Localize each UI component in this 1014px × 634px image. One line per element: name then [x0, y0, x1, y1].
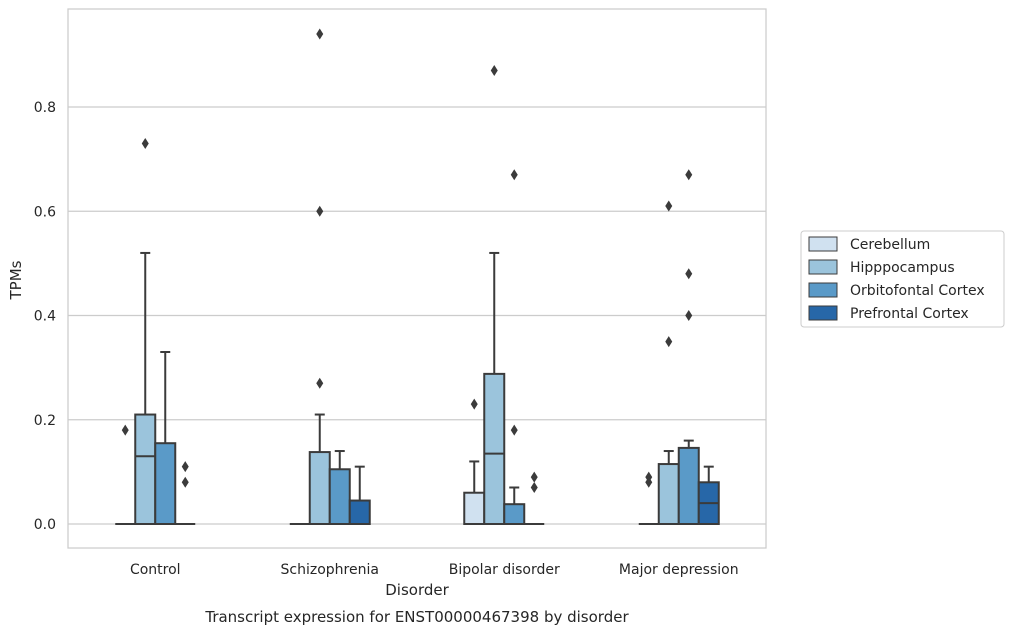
box-hipppocampus: [134, 137, 157, 526]
box-orbitofontal-cortex: [503, 169, 526, 526]
x-tick-label: Bipolar disorder: [449, 562, 560, 578]
box-prefrontal-cortex: [175, 461, 196, 525]
box-iqr: [308, 451, 331, 526]
outlier-point: [470, 398, 478, 410]
box-iqr: [463, 491, 486, 526]
chart-title: Transcript expression for ENST0000046739…: [204, 608, 629, 626]
outlier-point: [181, 461, 189, 473]
outlier-point: [510, 169, 518, 181]
legend-label: Prefrontal Cortex: [850, 306, 969, 322]
legend-label: Hipppocampus: [850, 260, 955, 276]
plot-area-frame: [67, 8, 767, 549]
outlier-point: [316, 28, 324, 40]
legend-swatch: [808, 259, 838, 275]
y-tick-label: 0.2: [34, 413, 56, 429]
outlier-point: [316, 377, 324, 389]
box-iqr: [154, 442, 177, 525]
x-axis-label: Disorder: [385, 581, 449, 599]
x-tick-label: Control: [130, 562, 181, 578]
box-iqr: [503, 503, 526, 526]
x-tick-label: Schizophrenia: [281, 562, 379, 578]
box-iqr: [328, 468, 351, 525]
box-orbitofontal-cortex: [328, 450, 351, 525]
y-tick-label: 0.4: [34, 309, 56, 325]
outlier-point: [530, 482, 538, 494]
box-hipppocampus: [483, 65, 506, 525]
outlier-point: [121, 424, 129, 436]
outlier-point: [490, 65, 498, 77]
box-iqr: [348, 499, 371, 526]
legend: Cerebellum Hipppocampus Orbitofontal Corte…: [800, 230, 1005, 328]
x-axis-ticks: Control Schizophrenia Bipolar disorder Majo…: [130, 562, 739, 578]
y-tick-label: 0.0: [34, 517, 56, 533]
legend-swatch: [808, 282, 838, 298]
y-axis-label: TPMs: [7, 260, 25, 300]
box-iqr: [677, 446, 700, 525]
y-axis-ticks: 0.0 0.2 0.4 0.6 0.8: [34, 100, 56, 533]
box-hipppocampus: [308, 28, 331, 526]
outlier-point: [530, 471, 538, 483]
box-iqr: [657, 463, 680, 525]
box-prefrontal-cortex: [348, 465, 371, 526]
outlier-point: [510, 424, 518, 436]
outlier-point: [665, 336, 673, 348]
outlier-point: [685, 268, 693, 280]
box-prefrontal-cortex: [524, 471, 545, 525]
legend-swatch: [808, 236, 838, 252]
box-cerebellum: [115, 424, 136, 525]
outlier-point: [181, 476, 189, 488]
box-iqr: [134, 413, 157, 526]
box-iqr: [483, 372, 506, 525]
box-hipppocampus: [657, 200, 680, 525]
outlier-point: [645, 471, 653, 483]
outlier-point: [685, 169, 693, 181]
y-tick-label: 0.6: [34, 204, 56, 220]
box-orbitofontal-cortex: [154, 350, 177, 525]
legend-label: Orbitofontal Cortex: [850, 283, 985, 299]
legend-frame: [800, 230, 1005, 328]
box-plot-series: [115, 28, 720, 526]
legend-label: Cerebellum: [850, 237, 930, 253]
legend-swatch: [808, 305, 838, 321]
outlier-point: [685, 310, 693, 321]
box-orbitofontal-cortex: [677, 169, 700, 525]
outlier-point: [141, 137, 149, 149]
outlier-point: [316, 205, 324, 217]
box-cerebellum: [638, 471, 659, 525]
y-tick-label: 0.8: [34, 100, 56, 116]
x-tick-label: Major depression: [619, 562, 739, 578]
outlier-point: [665, 200, 673, 212]
box-prefrontal-cortex: [697, 465, 720, 525]
box-cerebellum: [463, 398, 486, 526]
